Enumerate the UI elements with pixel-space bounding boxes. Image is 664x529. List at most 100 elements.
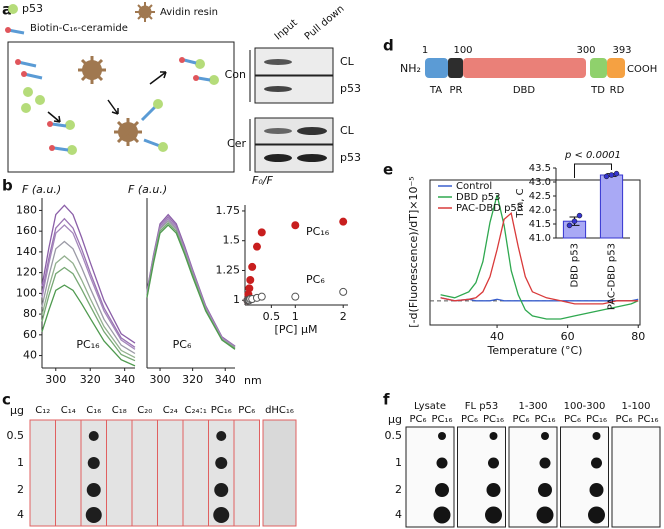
blot-row-label: CL <box>340 124 355 137</box>
lipid-label: C₁₆ <box>86 405 101 416</box>
series-line <box>41 204 136 344</box>
panel-label: a <box>2 1 12 19</box>
position-label: 393 <box>612 45 631 56</box>
x-tick-label: 300 <box>45 373 66 386</box>
domain-label: TA <box>429 85 442 96</box>
lipid-label: PC₁₆ <box>431 414 452 425</box>
dot <box>214 483 229 497</box>
membrane <box>611 426 661 528</box>
legend-label: PAC-DBD p53 <box>456 203 523 214</box>
scatter-point <box>339 217 348 226</box>
y-axis-label: F₀/F <box>252 174 273 187</box>
x-tick-label: 80 <box>631 330 645 343</box>
bar <box>599 174 624 239</box>
dot <box>489 432 498 440</box>
series-line <box>41 240 136 355</box>
dot <box>87 457 100 469</box>
dot <box>589 483 604 497</box>
dot <box>213 507 230 523</box>
lipid-label: C₁₄ <box>61 405 76 416</box>
y-tick-label: 100 <box>16 286 37 299</box>
dot <box>485 506 502 524</box>
category-label: PAC-DBD p53 <box>607 243 618 310</box>
membrane <box>405 426 455 528</box>
y-tick-label: 42.0 <box>529 205 551 216</box>
scatter-point <box>291 221 300 230</box>
y-tick-label: 160 <box>16 224 37 237</box>
blot-group-label: Con <box>225 68 246 81</box>
dot <box>215 457 228 469</box>
terminus-label: NH₂ <box>400 62 421 75</box>
terminus-label: COOH <box>627 64 657 75</box>
series-line <box>41 217 136 348</box>
dot <box>591 457 602 469</box>
lipid-label: PC₁₆ <box>637 414 658 425</box>
series-label: PC₆ <box>306 273 325 286</box>
panel-label: d <box>383 37 394 55</box>
x-tick-label: 2 <box>340 310 347 323</box>
y-tick-label: 1.5 <box>223 234 241 247</box>
blot-column-label: Input <box>273 17 300 42</box>
lipid-label: C₁₈ <box>112 405 127 416</box>
lipid-label: C₂₄ <box>163 405 178 416</box>
x-tick-label: 0.5 <box>263 310 281 323</box>
avidin-icon <box>135 2 155 22</box>
lipid-label: PC₁₆ <box>211 405 232 416</box>
significance-bracket <box>574 163 612 178</box>
y-tick-label: 42.5 <box>529 191 551 202</box>
protein-label: 1-300 <box>518 401 547 412</box>
domain-label: TD <box>590 85 605 96</box>
x-tick-label: 40 <box>490 330 504 343</box>
membrane-strip <box>106 419 133 527</box>
data-point <box>566 222 573 229</box>
series-line <box>41 224 136 350</box>
scatter-point <box>339 287 348 296</box>
lipid-label: C₁₂ <box>35 405 50 416</box>
blot-images <box>249 47 334 173</box>
x-axis-label: nm <box>244 374 262 387</box>
y-axis-label: [-d(Fluorescence)/dT]×10⁻⁵ <box>407 176 420 327</box>
domain-label: DBD <box>513 85 536 96</box>
x-tick-label: 1 <box>292 310 299 323</box>
y-tick-label: 43.0 <box>529 177 551 188</box>
panel-label: e <box>383 161 393 179</box>
p53-icon <box>8 4 18 14</box>
dot <box>86 483 101 497</box>
lipid-label: PC₆ <box>512 414 529 425</box>
x-tick-label: 320 <box>182 373 203 386</box>
membrane-strip <box>262 419 297 527</box>
y-axis-label: F (a.u.) <box>128 183 167 196</box>
x-tick-label: 340 <box>215 373 236 386</box>
amount-label: 1 <box>17 456 24 469</box>
amount-label: 0.5 <box>385 429 403 442</box>
scatter-point <box>252 242 261 251</box>
x-axis-label: Temperature (°C) <box>487 344 583 357</box>
annotation: p < 0.0001 <box>564 150 621 161</box>
series-line <box>440 194 639 320</box>
scatter-point <box>257 292 266 301</box>
lipid-label: PC₆ <box>409 414 426 425</box>
lipid-label: PC₁₆ <box>534 414 555 425</box>
unit-label: μg <box>10 404 24 417</box>
series-line <box>440 297 639 302</box>
lipid-label: C₂₀ <box>137 405 152 416</box>
y-axis-label: Tm, C <box>515 188 526 218</box>
panel-label: b <box>2 177 13 195</box>
legend-label: Biotin-C₁₆-ceramide <box>30 23 128 34</box>
position-label: 1 <box>422 45 428 56</box>
protein-label: FL p53 <box>465 401 499 412</box>
legend-label: p53 <box>22 2 43 15</box>
scheme-cartoon <box>15 56 219 155</box>
protein-label: Lysate <box>414 401 446 412</box>
y-tick-label: 1 <box>233 293 240 306</box>
data-point <box>571 218 578 224</box>
dot <box>538 483 552 497</box>
scatter-point <box>246 276 255 284</box>
amount-label: 2 <box>17 483 24 496</box>
membrane-strip <box>55 419 82 527</box>
dot <box>85 507 102 523</box>
membrane-strip <box>233 419 260 527</box>
legend-label: DBD p53 <box>456 192 501 203</box>
membrane-strip <box>29 419 56 527</box>
unit-label: μg <box>388 413 402 426</box>
